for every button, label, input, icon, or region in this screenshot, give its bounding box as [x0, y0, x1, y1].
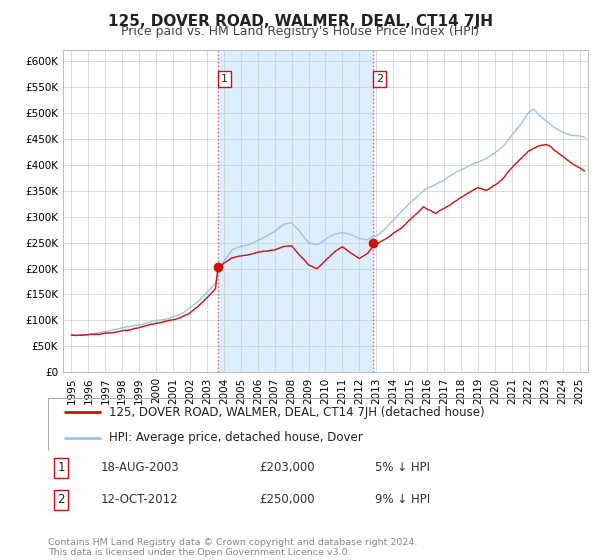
- Text: 18-AUG-2003: 18-AUG-2003: [101, 461, 179, 474]
- Text: HPI: Average price, detached house, Dover: HPI: Average price, detached house, Dove…: [109, 431, 362, 444]
- Text: Contains HM Land Registry data © Crown copyright and database right 2024.
This d: Contains HM Land Registry data © Crown c…: [48, 538, 418, 557]
- Text: Price paid vs. HM Land Registry's House Price Index (HPI): Price paid vs. HM Land Registry's House …: [121, 25, 479, 38]
- Text: £250,000: £250,000: [259, 493, 315, 506]
- Text: 9% ↓ HPI: 9% ↓ HPI: [376, 493, 430, 506]
- Text: 125, DOVER ROAD, WALMER, DEAL, CT14 7JH (detached house): 125, DOVER ROAD, WALMER, DEAL, CT14 7JH …: [109, 406, 484, 419]
- Text: 5% ↓ HPI: 5% ↓ HPI: [376, 461, 430, 474]
- Text: 12-OCT-2012: 12-OCT-2012: [101, 493, 178, 506]
- Text: 1: 1: [58, 461, 65, 474]
- Text: 1: 1: [221, 74, 228, 84]
- Bar: [218, 50, 373, 372]
- Text: 2: 2: [58, 493, 65, 506]
- Text: 125, DOVER ROAD, WALMER, DEAL, CT14 7JH: 125, DOVER ROAD, WALMER, DEAL, CT14 7JH: [107, 14, 493, 29]
- Text: 2: 2: [376, 74, 383, 84]
- Text: £203,000: £203,000: [259, 461, 315, 474]
